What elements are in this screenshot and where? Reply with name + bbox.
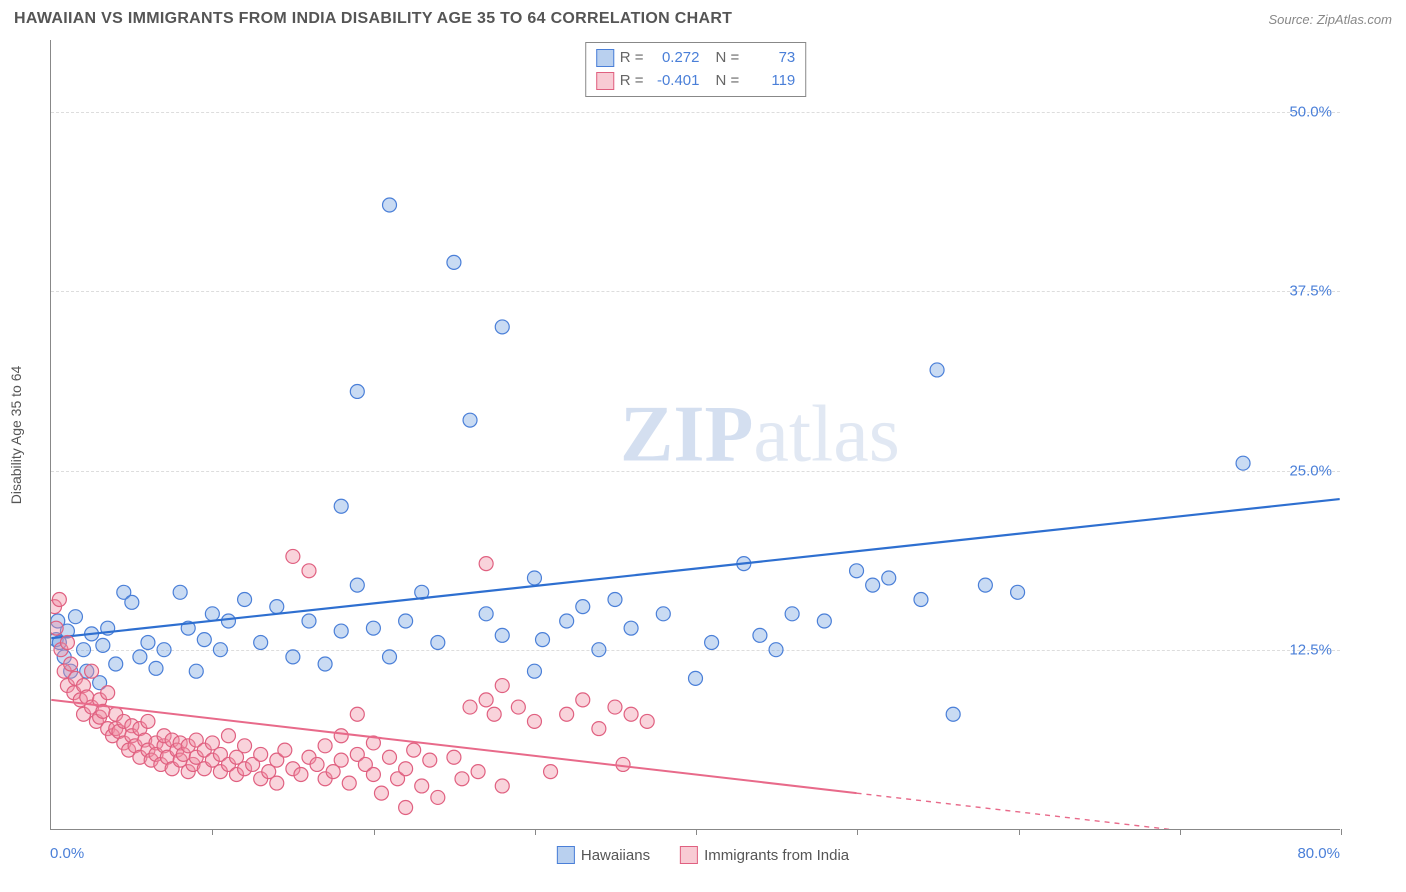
stat-n-value-2: 119 [745,70,795,93]
legend-item-1: Hawaiians [557,846,650,864]
legend-label-2: Immigrants from India [704,847,849,864]
x-axis-min-label: 0.0% [50,845,84,862]
swatch-blue-icon [596,49,614,67]
stat-r-value-2: -0.401 [650,70,700,93]
stat-n-label: N = [716,47,740,70]
stats-box: R = 0.272 N = 73 R = -0.401 N = 119 [585,42,807,97]
stats-row-series1: R = 0.272 N = 73 [596,47,796,70]
legend-item-2: Immigrants from India [680,846,849,864]
swatch-pink-icon [596,72,614,90]
swatch-pink-icon [680,846,698,864]
source-credit: Source: ZipAtlas.com [1268,12,1392,27]
stat-n-label-2: N = [716,70,740,93]
stat-r-value-1: 0.272 [650,47,700,70]
stats-row-series2: R = -0.401 N = 119 [596,70,796,93]
stat-n-value-1: 73 [745,47,795,70]
chart-title: HAWAIIAN VS IMMIGRANTS FROM INDIA DISABI… [14,10,732,28]
scatter-svg [51,40,1340,829]
swatch-blue-icon [557,846,575,864]
x-axis-max-label: 80.0% [1297,845,1340,862]
source-prefix: Source: [1268,12,1316,27]
y-axis-title: Disability Age 35 to 64 [8,366,24,505]
source-link[interactable]: ZipAtlas.com [1317,12,1392,27]
stat-r-label-2: R = [620,70,644,93]
stat-r-label: R = [620,47,644,70]
legend-label-1: Hawaiians [581,847,650,864]
legend: Hawaiians Immigrants from India [557,846,849,864]
plot-area: ZIPatlas R = 0.272 N = 73 R = -0.401 N =… [50,40,1340,830]
